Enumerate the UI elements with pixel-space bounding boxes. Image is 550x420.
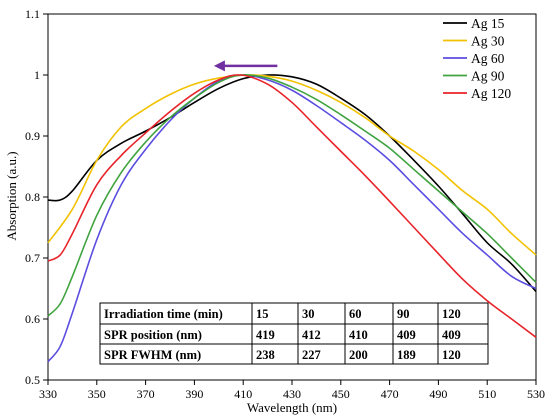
series-line-ag-15 (47, 74, 537, 293)
legend-label-ag-30: Ag 30 (471, 34, 505, 49)
x-tick-label: 450 (332, 387, 350, 401)
table-cell: 120 (442, 348, 461, 362)
y-tick-label: 1 (34, 68, 40, 82)
table-cell: 238 (256, 348, 275, 362)
legend-label-ag-15: Ag 15 (471, 16, 505, 31)
x-tick-label: 350 (88, 387, 106, 401)
table-cell: 227 (302, 348, 321, 362)
table-row-header: SPR position (nm) (104, 328, 202, 342)
table-cell: 410 (349, 328, 368, 342)
x-tick-label: 510 (478, 387, 496, 401)
table-cell: 189 (397, 348, 416, 362)
plot-area: 330 350 370 390 410 430 450 470 490 510 530 0.5 0.6 0… (25, 7, 545, 401)
table-cell: 409 (442, 328, 461, 342)
series-line-ag-120 (47, 74, 537, 338)
table-cell: 419 (256, 328, 275, 342)
y-tick-label: 1.1 (25, 7, 40, 21)
x-tick-label: 330 (39, 387, 57, 401)
series-line-ag-90 (47, 74, 537, 317)
legend-label-ag-90: Ag 90 (471, 69, 505, 84)
table-cell: 30 (302, 307, 315, 321)
x-tick-label: 490 (429, 387, 447, 401)
table-row-header: Irradiation time (min) (104, 307, 223, 321)
table-row-header: SPR FWHM (nm) (104, 348, 201, 362)
y-tick-label: 0.6 (25, 312, 40, 326)
table-frame (99, 302, 489, 365)
legend-label-ag-60: Ag 60 (471, 51, 505, 66)
y-tick-label: 0.8 (25, 190, 40, 204)
table-cell: 409 (397, 328, 416, 342)
y-axis-title: Absorption (a.u.) (4, 151, 19, 240)
table-cell: 412 (302, 328, 321, 342)
x-tick-label: 530 (527, 387, 545, 401)
x-tick-label: 390 (185, 387, 203, 401)
shift-arrow-head (213, 60, 225, 72)
y-tick-label: 0.5 (25, 373, 40, 387)
series-layer (47, 74, 537, 363)
x-tick-label: 470 (381, 387, 399, 401)
table-cell: 90 (397, 307, 410, 321)
legend: Ag 15 Ag 30 Ag 60 Ag 90 Ag 120 (443, 16, 511, 101)
legend-label-ag-120: Ag 120 (471, 86, 511, 101)
x-tick-label: 430 (283, 387, 301, 401)
table-cell: 200 (349, 348, 368, 362)
y-tick-label: 0.7 (25, 251, 40, 265)
series-line-ag-60 (47, 74, 537, 363)
x-tick-label: 370 (137, 387, 155, 401)
table-cell: 60 (349, 307, 362, 321)
x-tick-label: 410 (234, 387, 252, 401)
data-table: Irradiation time (min) 15 30 60 90 120 SPR pos… (99, 302, 489, 365)
annotation-layer (213, 60, 278, 72)
series-line-ag-30 (47, 74, 537, 256)
table-cell: 120 (442, 307, 461, 321)
table-cell: 15 (256, 307, 269, 321)
y-tick-label: 0.9 (25, 129, 40, 143)
x-axis-title: Wavelength (nm) (247, 400, 337, 415)
